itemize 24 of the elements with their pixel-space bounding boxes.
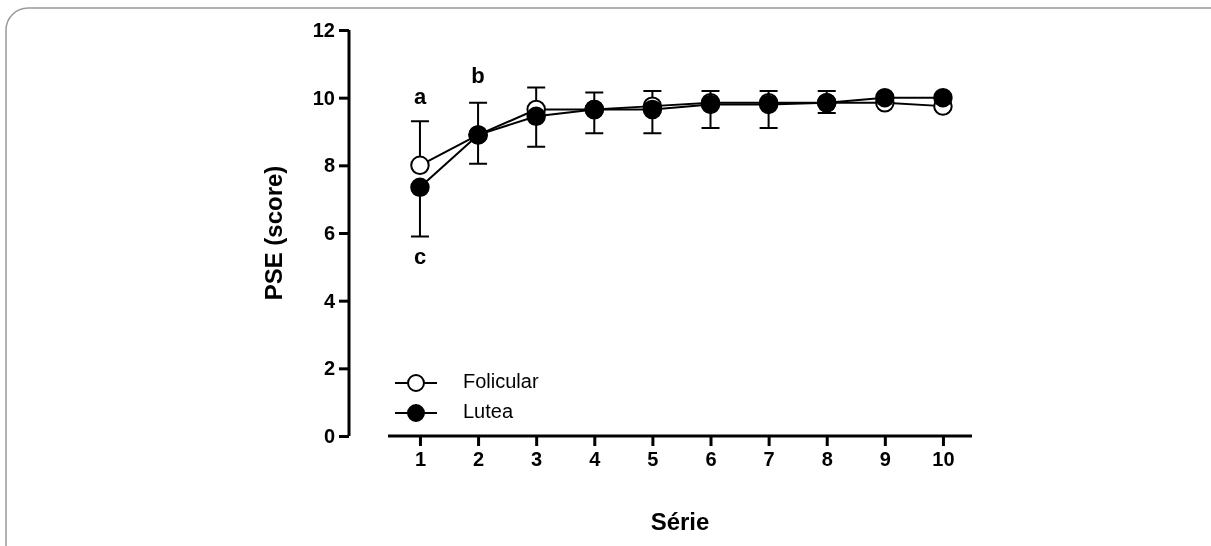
annotation: c	[413, 243, 427, 269]
x-tick-label: 5	[647, 448, 659, 471]
y-tick-label: 6	[323, 221, 335, 244]
x-tick-label: 7	[763, 448, 775, 471]
x-tick-label: 3	[531, 448, 543, 471]
x-tick-label: 10	[932, 448, 955, 471]
y-axis-title: PSE (score)	[260, 165, 287, 301]
x-tick-label: 1	[414, 448, 427, 471]
annotation: b	[471, 62, 485, 88]
y-tick-label: 0	[323, 424, 335, 447]
legend-label: Folicular	[463, 370, 539, 393]
y-tick-label: 10	[312, 86, 335, 109]
y-tick-label: 8	[323, 154, 335, 177]
y-tick-label: 2	[323, 357, 335, 380]
x-tick-label: 4	[589, 448, 602, 471]
annotation: a	[413, 83, 427, 109]
x-tick-label: 9	[879, 448, 891, 471]
y-tick-label: 4	[323, 289, 336, 312]
x-tick-label: 2	[473, 448, 485, 471]
legend-label: Lutea	[463, 400, 514, 423]
x-tick-label: 6	[705, 448, 717, 471]
x-tick-label: 8	[821, 448, 833, 471]
x-axis-title: Série	[650, 508, 710, 535]
y-tick-label: 12	[312, 18, 335, 41]
